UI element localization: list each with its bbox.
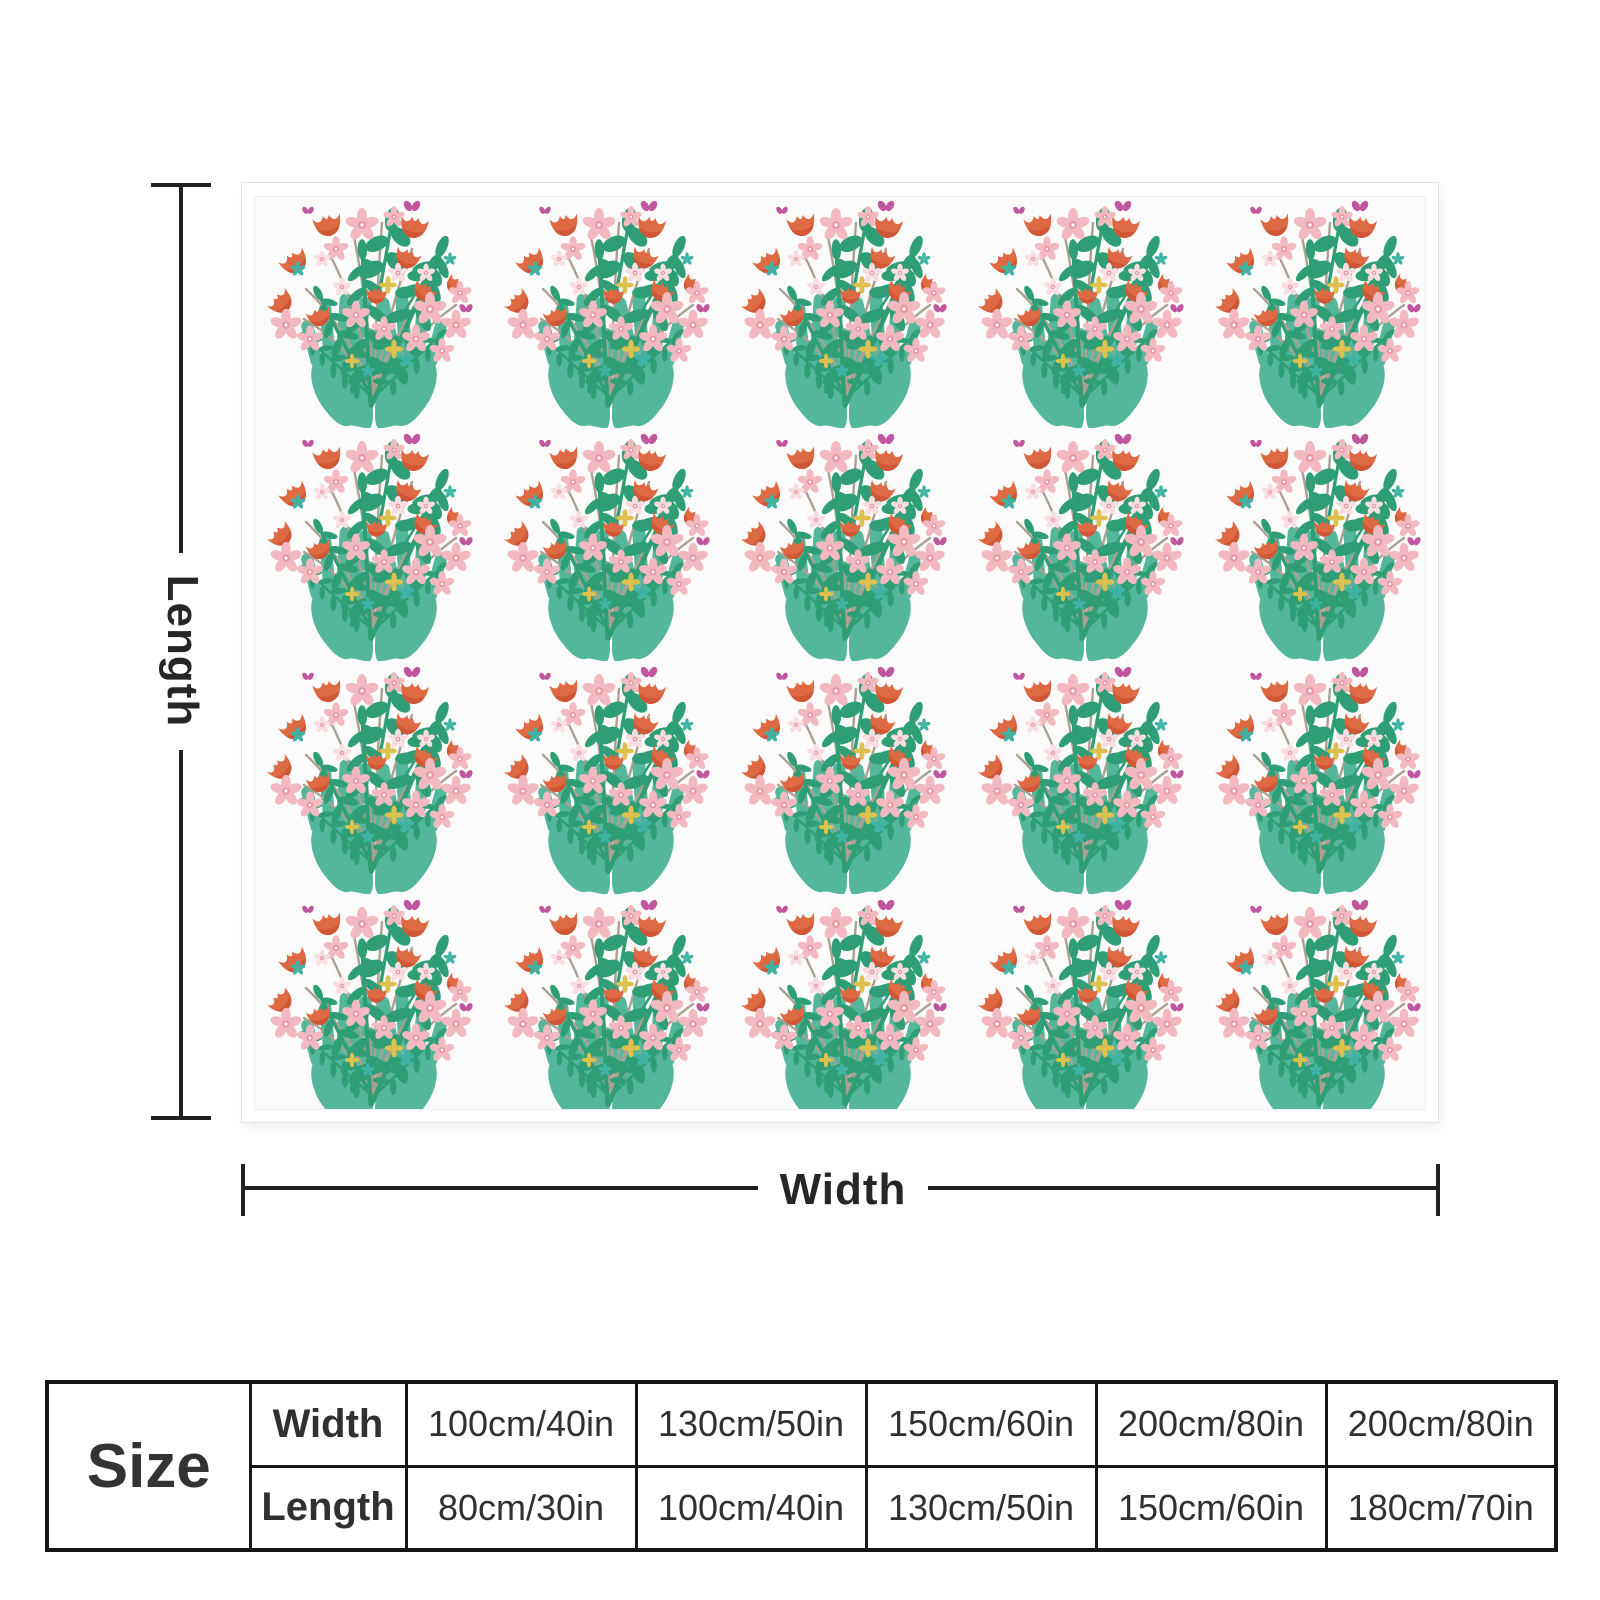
size-table-length-header: Length [248,1464,408,1552]
length-label: Length [158,574,207,728]
width-line-left-segment [245,1186,758,1190]
size-table-cell: 100cm/40in [404,1380,638,1468]
length-line-bottom-cap [151,1116,211,1120]
length-line-upper-segment [179,187,183,553]
width-label: Width [779,1165,907,1214]
bouquet-motif [255,430,492,663]
bouquet-motif [1203,896,1426,1110]
size-table-cell: 130cm/50in [634,1380,868,1468]
length-line-lower-segment [179,750,183,1116]
bouquet-motif [966,430,1203,663]
size-table-cell: 150cm/60in [1094,1464,1328,1552]
bouquet-motif [966,896,1203,1110]
width-line-right-segment [928,1186,1436,1190]
size-table-cell: 150cm/60in [864,1380,1098,1468]
size-table-length-row: Length 80cm/30in 100cm/40in 130cm/50in 1… [47,1464,1558,1552]
size-table-corner-cell: Size [45,1380,252,1552]
bouquet-motif [255,896,492,1110]
bouquet-motif [1203,197,1426,430]
size-table-cell: 80cm/30in [404,1464,638,1552]
size-table-width-header: Width [248,1380,408,1468]
bouquet-motif [1203,663,1426,896]
blanket-preview [242,183,1438,1122]
bouquet-motif [729,430,966,663]
bouquet-motif [492,663,729,896]
size-table-cell: 200cm/80in [1094,1380,1328,1468]
bouquet-motif [255,663,492,896]
width-line-right-cap [1436,1164,1440,1216]
bouquet-motif [492,430,729,663]
size-table-cell: 200cm/80in [1324,1380,1558,1468]
bouquet-motif [966,197,1203,430]
bouquet-motif [966,663,1203,896]
size-table-cell: 100cm/40in [634,1464,868,1552]
bouquet-motif [492,896,729,1110]
bouquet-motif [492,197,729,430]
blanket-pattern [254,196,1426,1110]
size-table-width-row: Size Width 100cm/40in 130cm/50in 150cm/6… [45,1380,1558,1552]
bouquet-motif [1203,430,1426,663]
bouquet-motif [729,663,966,896]
bouquet-motif [729,896,966,1110]
bouquet-motif [255,197,492,430]
length-line-top-cap [151,183,211,187]
bouquet-motif [729,197,966,430]
size-table-cell: 130cm/50in [864,1464,1098,1552]
width-line-left-cap [241,1164,245,1216]
size-table-cell: 180cm/70in [1324,1464,1558,1552]
size-table: Size Width 100cm/40in 130cm/50in 150cm/6… [45,1380,1558,1552]
